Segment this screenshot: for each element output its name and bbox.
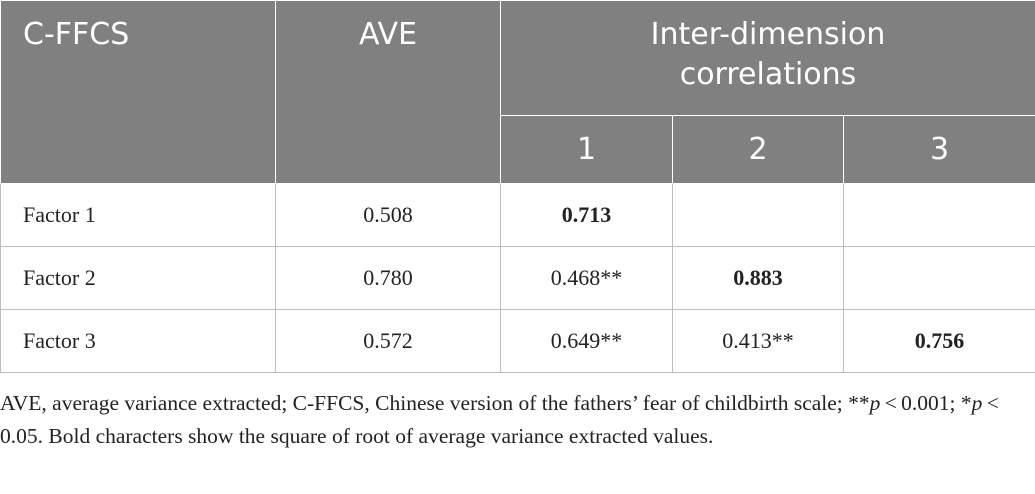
table-row: Factor 2 0.780 0.468** 0.883 [0, 246, 1035, 310]
footnote: AVE, average variance extracted; C-FFCS,… [0, 387, 1020, 453]
row-label: Factor 3 [0, 309, 276, 373]
row-label: Factor 2 [0, 246, 276, 310]
table-header: C-FFCS AVE Inter-dimension correlations … [0, 0, 1035, 184]
note-text: AVE, average variance extracted; C-FFCS,… [0, 391, 870, 415]
cell [842, 183, 1035, 247]
header-cell: 3 [842, 115, 1035, 184]
header-cell: C-FFCS [0, 0, 276, 184]
cell: 0.508 [275, 183, 501, 247]
table-body: Factor 1 0.508 0.713 Factor 2 0.780 0.468** 0.… [0, 183, 1035, 373]
italic-text: p [971, 391, 983, 415]
cell: 0.649** [500, 309, 673, 373]
cell: 0.468** [500, 246, 673, 310]
table-row: Factor 1 0.508 0.713 [0, 183, 1035, 247]
row-label: Factor 1 [0, 183, 276, 247]
cell [842, 246, 1035, 310]
data-table: C-FFCS AVE Inter-dimension correlations … [0, 0, 1035, 373]
cell: 0.572 [275, 309, 501, 373]
note-text: < 0.001; * [880, 391, 972, 415]
header-cell: 1 [500, 115, 673, 184]
table-row: Factor 3 0.572 0.649** 0.413** 0.756 [0, 309, 1035, 373]
header-cell: AVE [275, 0, 501, 184]
cell: 0.756 [842, 309, 1035, 373]
note-text: < 0.05. Bold characters show the square … [0, 391, 1004, 448]
cell: 0.883 [672, 246, 844, 310]
cell: 0.413** [672, 309, 844, 373]
cell: 0.780 [275, 246, 501, 310]
header-group: Inter-dimension correlations [499, 0, 1035, 116]
header-cell: 2 [672, 115, 844, 184]
italic-text: p [869, 391, 881, 415]
cell: 0.713 [500, 183, 673, 247]
header-row: C-FFCS AVE Inter-dimension correlations [0, 0, 1035, 184]
header-row: 1 2 3 [1, 115, 1035, 184]
cell [672, 183, 844, 247]
